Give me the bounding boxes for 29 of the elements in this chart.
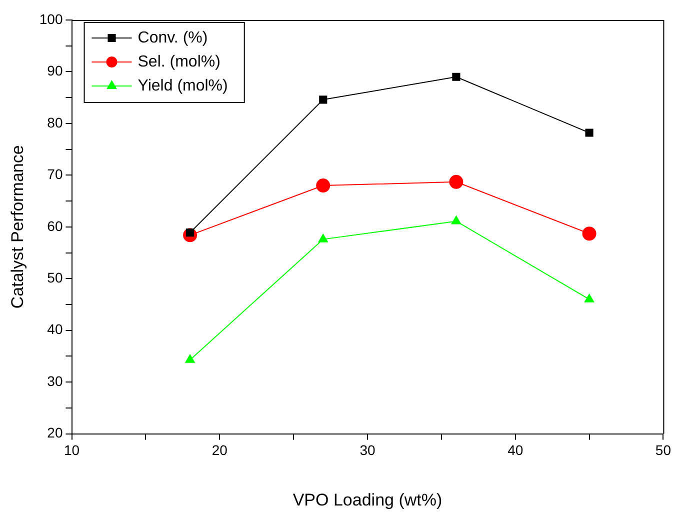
- point: [584, 294, 594, 302]
- point: [451, 216, 462, 224]
- y-tick-label: 80: [47, 114, 63, 130]
- legend-label: Sel. (mol%): [138, 53, 220, 70]
- point: [319, 96, 328, 104]
- y-tick-label: 60: [47, 218, 63, 234]
- point: [582, 226, 596, 241]
- point: [318, 234, 328, 242]
- legend-label: Conv. (%): [138, 29, 208, 46]
- x-tick-label: 20: [212, 442, 228, 458]
- x-tick-label: 50: [655, 442, 672, 458]
- x-tick-label: 40: [508, 442, 524, 458]
- point: [449, 174, 464, 189]
- point: [316, 178, 330, 193]
- point: [185, 354, 195, 363]
- y-tick-label: 70: [47, 166, 63, 182]
- legend-label: Yield (mol%): [138, 77, 228, 94]
- y-tick-label: 30: [47, 372, 63, 389]
- y-axis-title: Catalyst Performance: [8, 145, 27, 309]
- y-tick-label: 100: [39, 10, 63, 27]
- y-tick-label: 90: [47, 62, 63, 79]
- y-tick-label: 40: [47, 321, 63, 338]
- x-axis-title: VPO Loading (wt%): [292, 490, 442, 510]
- x-tick-label: 10: [64, 442, 80, 458]
- y-tick-label: 20: [47, 424, 63, 441]
- x-tick-label: 30: [360, 442, 376, 458]
- point: [452, 72, 460, 81]
- point: [585, 128, 594, 137]
- y-tick-label: 50: [47, 269, 63, 286]
